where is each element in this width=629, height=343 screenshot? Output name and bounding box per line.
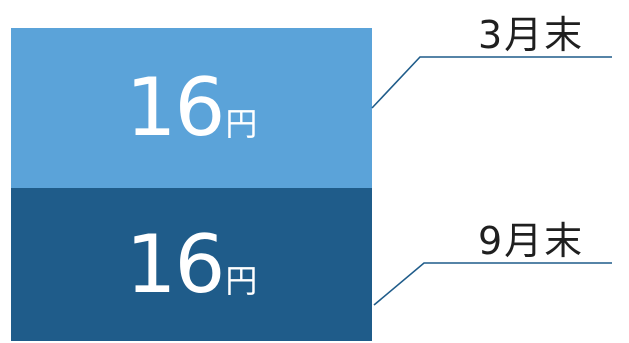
leader-line-september-end (373, 262, 612, 306)
bar-march-end: 16 円 (11, 28, 372, 188)
unit-label-march-end: 円 (225, 105, 258, 143)
leader-line-march-end (371, 56, 612, 109)
unit-label-september-end: 円 (225, 261, 258, 300)
value-label-september-end: 16 (125, 217, 226, 311)
category-label-september-end: 9月末 (478, 219, 585, 263)
amount-september-end: 16 円 (125, 217, 258, 311)
bar-september-end: 16 円 (11, 188, 372, 341)
category-label-march-end: 3月末 (478, 13, 585, 57)
value-label-march-end: 16 (125, 61, 226, 154)
amount-march-end: 16 円 (126, 68, 258, 148)
